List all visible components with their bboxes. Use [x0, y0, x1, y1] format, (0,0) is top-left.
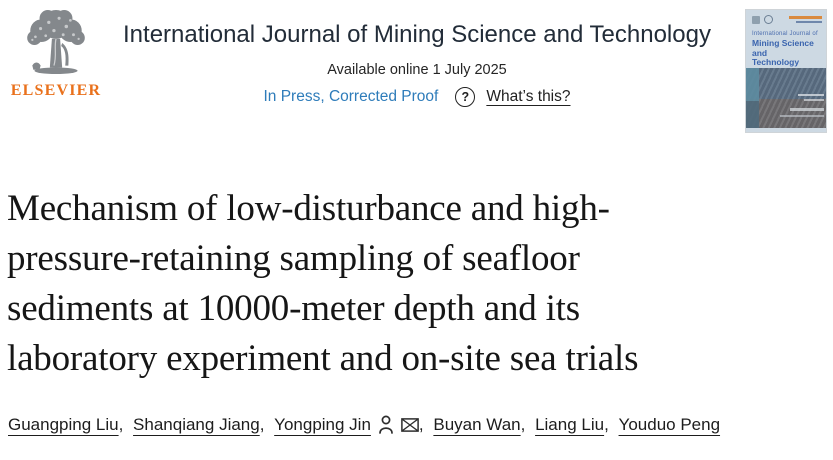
cover-title-line: Technology	[752, 57, 800, 67]
author: Buyan Wan,	[433, 415, 535, 435]
article-title-line: pressure-retaining sampling of seafloor	[7, 238, 580, 279]
authors-row: Guangping Liu, Shanqiang Jiang, Yongping…	[8, 415, 828, 435]
author-link[interactable]: Liang Liu	[535, 415, 605, 434]
cover-title-line: and	[752, 47, 768, 58]
cover-sponsor-line	[780, 115, 824, 117]
journal-title-link[interactable]: International Journal of Mining Science …	[123, 21, 711, 48]
whats-this-link[interactable]: What’s this?	[486, 88, 571, 105]
author: Youduo Peng	[619, 415, 720, 435]
envelope-icon[interactable]	[401, 418, 419, 432]
person-icon[interactable]	[378, 415, 394, 435]
elsevier-wordmark: ELSEVIER	[10, 82, 102, 99]
cover-emblem-square-icon	[752, 16, 760, 24]
cover-date-line	[804, 99, 824, 101]
author-link[interactable]: Youduo Peng	[618, 415, 721, 434]
author: Shanqiang Jiang,	[133, 415, 274, 435]
question-mark-icon[interactable]: ?	[455, 87, 476, 107]
author-link[interactable]: Shanqiang Jiang	[133, 415, 260, 434]
article-title-line: laboratory experiment and on-site sea tr…	[7, 338, 639, 379]
elsevier-tree-icon	[27, 10, 85, 75]
cover-issn-line	[789, 16, 822, 19]
author-separator: ,	[418, 415, 429, 434]
author-separator: ,	[604, 415, 614, 434]
author: Yongping Jin,	[274, 415, 433, 435]
journal-header: International Journal of Mining Science …	[110, 16, 724, 107]
author-separator: ,	[259, 415, 270, 434]
cover-coden-line	[796, 21, 822, 23]
cover-chinese-line	[790, 108, 824, 111]
author: Guangping Liu,	[8, 415, 133, 435]
article-title-line: sediments at 10000-meter depth and its	[7, 288, 580, 329]
journal-cover-thumbnail[interactable]: International Journal of Mining Science …	[745, 9, 827, 133]
author-link[interactable]: Guangping Liu	[8, 415, 119, 434]
author-link[interactable]: Buyan Wan	[433, 415, 521, 434]
author-separator: ,	[118, 415, 129, 434]
article-title-line: Mechanism of low-disturbance and high-	[7, 188, 610, 229]
elsevier-logo[interactable]: ELSEVIER	[10, 8, 102, 100]
author-link[interactable]: Yongping Jin	[274, 415, 371, 434]
author: Liang Liu,	[535, 415, 618, 435]
cover-journal-title-small: International Journal of	[752, 31, 818, 37]
cover-title-line: Mining Science	[752, 38, 814, 48]
cover-image-strip	[746, 68, 759, 128]
cover-volume-line	[798, 94, 824, 96]
cover-emblem-circle-icon	[764, 15, 773, 24]
available-online-date: Available online 1 July 2025	[327, 62, 507, 78]
publication-status-row: In Press, Corrected Proof ? What’s this?	[263, 87, 571, 107]
cover-rock-image	[746, 68, 826, 128]
article-title: Mechanism of low-disturbance and high-pr…	[7, 184, 827, 384]
cover-journal-title-bold: Mining Science and Technology	[752, 38, 814, 68]
author-separator: ,	[520, 415, 531, 434]
in-press-status-link[interactable]: In Press, Corrected Proof	[263, 88, 439, 105]
